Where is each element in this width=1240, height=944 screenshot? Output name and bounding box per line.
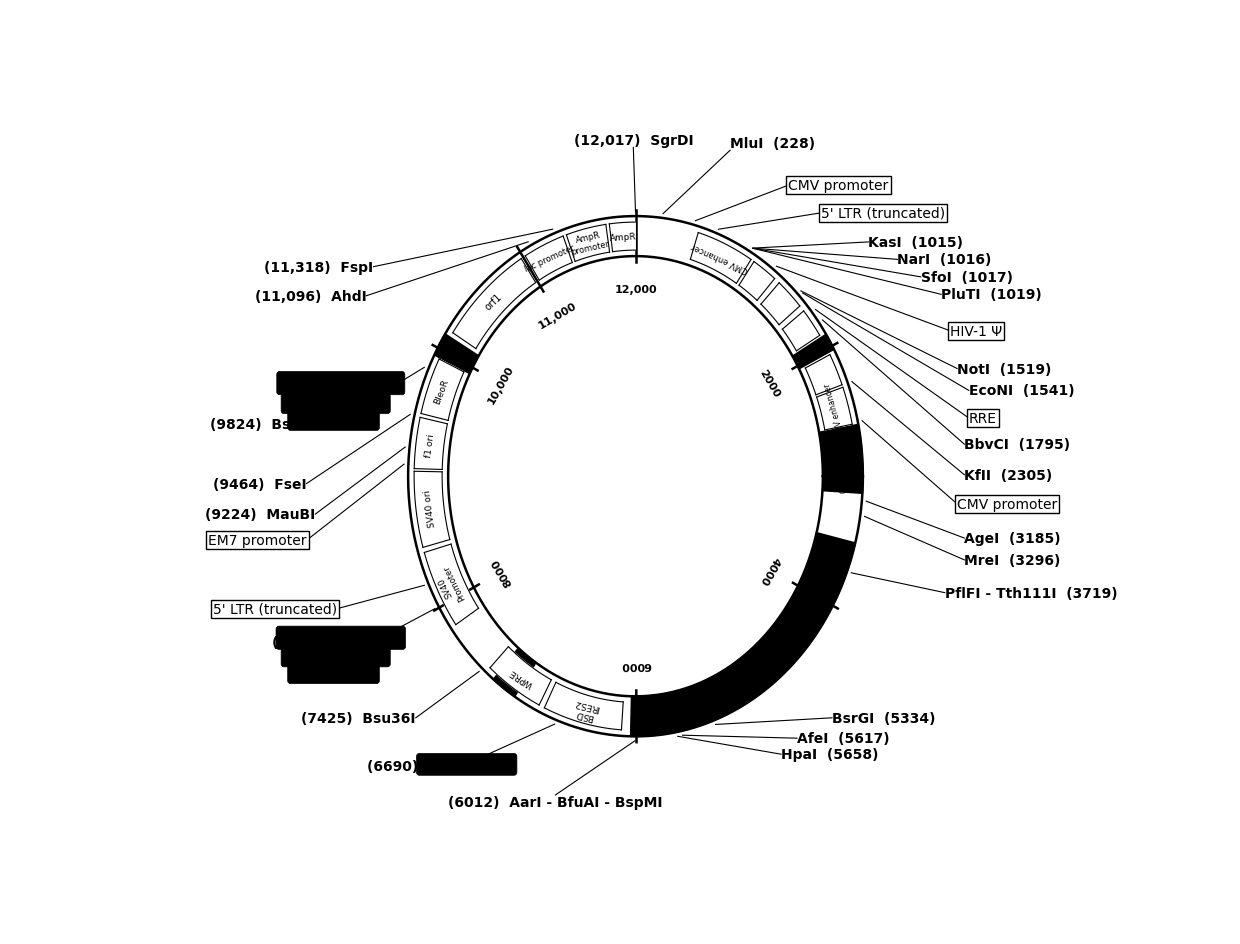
Polygon shape (792, 335, 835, 369)
FancyBboxPatch shape (417, 753, 517, 775)
Text: MreI  (3296): MreI (3296) (965, 553, 1060, 567)
Text: HpaI  (5658): HpaI (5658) (781, 748, 878, 762)
FancyBboxPatch shape (288, 412, 379, 430)
Text: WPRE: WPRE (508, 666, 534, 688)
Polygon shape (805, 355, 842, 396)
Polygon shape (420, 360, 464, 421)
Polygon shape (761, 283, 800, 326)
Text: SV40 ori: SV40 ori (423, 489, 436, 528)
Text: 10,000: 10,000 (486, 363, 516, 405)
Polygon shape (414, 472, 450, 548)
Polygon shape (782, 312, 820, 351)
Text: NotI  (1519): NotI (1519) (957, 362, 1052, 376)
Text: 2000: 2000 (758, 367, 781, 398)
Text: 6000: 6000 (621, 659, 651, 669)
Text: lac promoter: lac promoter (523, 244, 575, 274)
Polygon shape (567, 226, 610, 262)
Text: 11,000: 11,000 (536, 300, 578, 330)
Polygon shape (526, 237, 573, 281)
Text: (8010)  PmeI: (8010) PmeI (272, 635, 372, 649)
FancyBboxPatch shape (281, 394, 391, 414)
Text: CMV promoter: CMV promoter (789, 179, 889, 193)
Text: (11,318)  FspI: (11,318) FspI (264, 261, 373, 275)
Text: HIV-1 Ψ: HIV-1 Ψ (950, 325, 1002, 338)
Polygon shape (494, 649, 536, 697)
Text: RRE: RRE (968, 412, 997, 426)
Text: (11,096)  AhdI: (11,096) AhdI (254, 290, 366, 303)
Polygon shape (820, 425, 863, 494)
Text: BsrGI  (5334): BsrGI (5334) (832, 711, 935, 725)
Text: SV40
Promoter: SV40 Promoter (433, 563, 467, 606)
Text: 5' LTR (truncated): 5' LTR (truncated) (821, 207, 945, 221)
Polygon shape (631, 533, 856, 736)
Text: 12,000: 12,000 (614, 284, 657, 295)
Text: AmpR: AmpR (610, 232, 637, 243)
Text: CMV promoter: CMV promoter (957, 497, 1058, 512)
Text: CMV enhancer: CMV enhancer (822, 382, 847, 438)
Text: AgeI  (3185): AgeI (3185) (965, 531, 1061, 546)
Text: BleoR: BleoR (433, 378, 450, 405)
Text: SfoI  (1017): SfoI (1017) (921, 271, 1013, 284)
Text: MluI  (228): MluI (228) (730, 137, 815, 151)
Text: PluTI  (1019): PluTI (1019) (941, 288, 1042, 302)
FancyBboxPatch shape (277, 372, 404, 396)
Text: (9824)  BstZ17I: (9824) BstZ17I (210, 417, 331, 431)
Text: (7425)  Bsu36I: (7425) Bsu36I (301, 711, 415, 725)
Text: (6690)  AbsI: (6690) AbsI (367, 759, 463, 773)
Text: KasI  (1015): KasI (1015) (868, 236, 963, 249)
Text: BbvCI  (1795): BbvCI (1795) (965, 438, 1070, 452)
Polygon shape (544, 683, 624, 730)
Polygon shape (490, 647, 552, 705)
Text: AmpR
promoter: AmpR promoter (568, 229, 610, 257)
Polygon shape (424, 545, 479, 625)
Text: EcoNI  (1541): EcoNI (1541) (968, 384, 1074, 398)
Text: 8000: 8000 (490, 555, 515, 587)
Polygon shape (691, 233, 751, 284)
Text: 5' LTR (truncated): 5' LTR (truncated) (213, 602, 337, 616)
Polygon shape (434, 334, 479, 374)
FancyBboxPatch shape (288, 665, 379, 683)
Text: (9224)  MauBI: (9224) MauBI (205, 508, 315, 521)
FancyBboxPatch shape (277, 627, 405, 649)
Text: AfeI  (5617): AfeI (5617) (797, 732, 889, 746)
Text: CMV enhancer: CMV enhancer (689, 241, 750, 274)
Polygon shape (609, 223, 635, 252)
Text: (6012)  AarI - BfuAI - BspMI: (6012) AarI - BfuAI - BspMI (448, 795, 662, 809)
Text: orf1: orf1 (482, 292, 503, 312)
Text: INSERT0321: INSERT0321 (728, 644, 791, 694)
Polygon shape (739, 262, 775, 301)
Polygon shape (414, 418, 448, 470)
Text: CMV enhancer: CMV enhancer (836, 427, 849, 493)
Text: KfII  (2305): KfII (2305) (965, 468, 1053, 482)
Polygon shape (817, 388, 852, 430)
Text: (9464)  FseI: (9464) FseI (213, 477, 306, 491)
FancyBboxPatch shape (281, 647, 391, 667)
Polygon shape (453, 260, 536, 349)
Polygon shape (408, 217, 863, 736)
Text: BSD
IRES2: BSD IRES2 (570, 697, 600, 722)
Text: EM7 promoter: EM7 promoter (208, 533, 306, 548)
Text: PflFI - Tth111I  (3719): PflFI - Tth111I (3719) (945, 586, 1117, 600)
Text: NarI  (1016): NarI (1016) (898, 253, 992, 267)
Text: f1 ori: f1 ori (424, 433, 436, 458)
Text: (12,017)  SgrDI: (12,017) SgrDI (574, 134, 693, 148)
Text: 4000: 4000 (758, 554, 781, 585)
